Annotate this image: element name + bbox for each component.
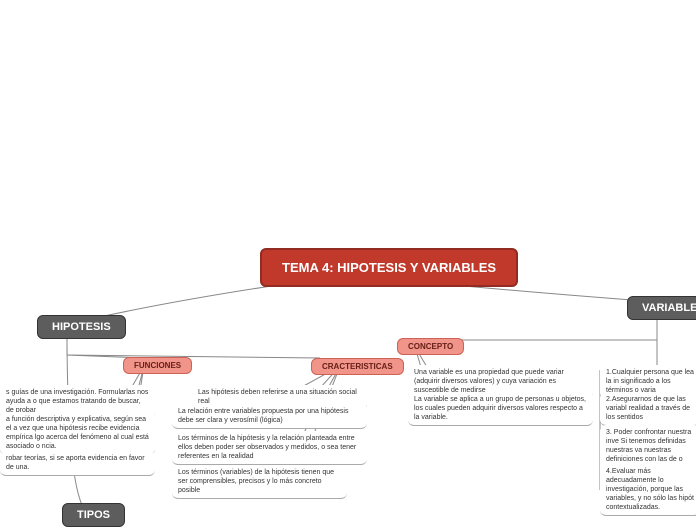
variables-label: VARIABLES bbox=[642, 302, 696, 314]
concepto-leaf-2: La variable se aplica a un grupo de pers… bbox=[408, 392, 593, 426]
var-leaf-2: 2.Asegurarnos de que las variabl realida… bbox=[600, 392, 696, 426]
var-leaf-4: 4.Evaluar más adecuadamente lo investiga… bbox=[600, 464, 696, 516]
funciones-leaf-3: robar teorías, si se aporta evidencia en… bbox=[0, 451, 155, 476]
root-label: TEMA 4: HIPOTESIS Y VARIABLES bbox=[282, 260, 496, 275]
root-node[interactable]: TEMA 4: HIPOTESIS Y VARIABLES bbox=[260, 248, 518, 287]
caract-leaf-4: Los términos (variables) de la hipótesis… bbox=[172, 465, 347, 499]
hipotesis-label: HIPOTESIS bbox=[52, 321, 111, 333]
tipos-node[interactable]: TIPOS bbox=[62, 503, 125, 527]
tipos-label: TIPOS bbox=[77, 509, 110, 521]
hipotesis-node[interactable]: HIPOTESIS bbox=[37, 315, 126, 339]
funciones-node[interactable]: FUNCIONES bbox=[123, 357, 192, 374]
concepto-label: CONCEPTO bbox=[408, 342, 453, 351]
caracteristicas-label: CRACTERISTICAS bbox=[322, 362, 393, 371]
funciones-label: FUNCIONES bbox=[134, 361, 181, 370]
funciones-leaf-2: a función descriptiva y explicativa, seg… bbox=[0, 412, 155, 455]
caract-leaf-3: Los términos de la hipótesis y la relaci… bbox=[172, 431, 367, 465]
concepto-node[interactable]: CONCEPTO bbox=[397, 338, 464, 355]
caract-leaf-2: La relación entre variables propuesta po… bbox=[172, 404, 367, 429]
variables-node[interactable]: VARIABLES bbox=[627, 296, 696, 320]
caracteristicas-node[interactable]: CRACTERISTICAS bbox=[311, 358, 404, 375]
